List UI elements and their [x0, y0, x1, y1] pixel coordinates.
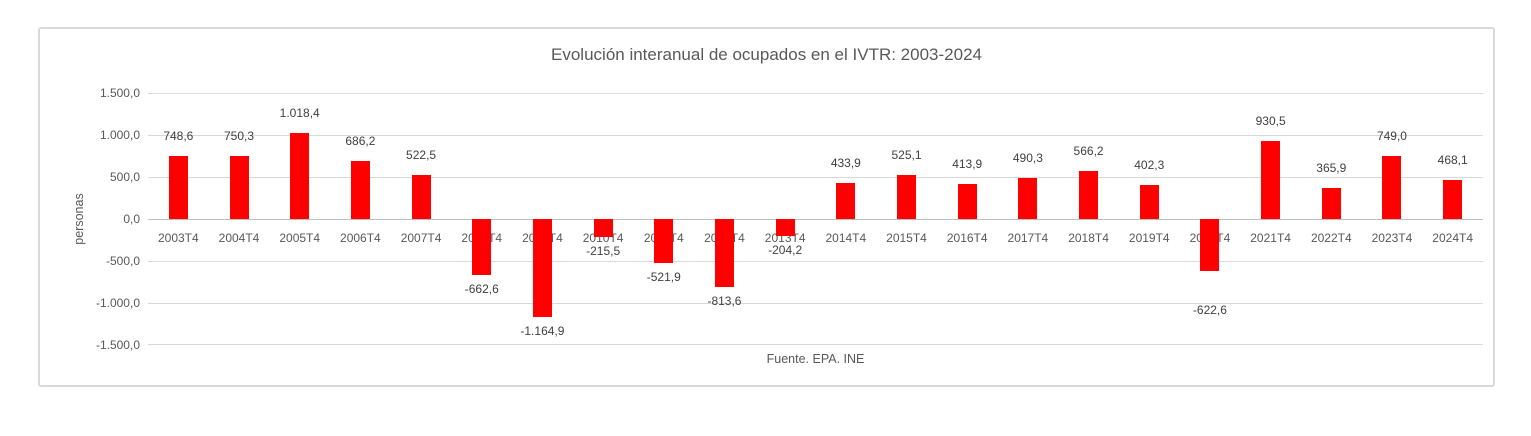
grid-line: [148, 303, 1483, 304]
x-category-label: 2014T4: [825, 231, 867, 245]
bar: [290, 133, 310, 219]
bar: [229, 155, 249, 219]
x-category-label: 2017T4: [1007, 231, 1049, 245]
x-category-label: 2006T4: [340, 231, 381, 245]
y-tick-label: -500,0: [105, 254, 140, 268]
plot-area: 2003T4 748,6 2004T4 750,3 2005T4 1.018,4 2006T…: [148, 93, 1483, 345]
bar: [1321, 188, 1341, 219]
bar-data-label: 413,9: [952, 157, 983, 172]
bar: [1139, 185, 1159, 219]
bar-data-label: -813,6: [707, 294, 742, 309]
y-tick-label: 0,0: [123, 212, 140, 226]
y-tick-label: -1.000,0: [95, 296, 140, 310]
grid-line: [148, 261, 1483, 262]
bar-data-label: 490,3: [1012, 150, 1043, 165]
grid-line: [148, 135, 1483, 136]
bar: [411, 175, 431, 219]
y-tick-label: 1.000,0: [99, 128, 140, 142]
bar-data-label: 748,6: [163, 129, 194, 144]
bar-data-label: 930,5: [1255, 113, 1286, 128]
bar-data-label: -521,9: [646, 269, 681, 284]
bar: [1443, 179, 1463, 219]
bar-data-label: 686,2: [345, 134, 376, 149]
zero-axis-line: [148, 219, 1483, 220]
x-category-label: 2013T4: [764, 231, 806, 245]
bar-data-label: -622,6: [1192, 303, 1227, 318]
x-category-label: 2016T4: [946, 231, 988, 245]
x-category-label: 2023T4: [1371, 231, 1413, 245]
x-category-label: 2015T4: [886, 231, 927, 245]
bar-data-label: 750,3: [224, 128, 255, 143]
bar: [714, 219, 734, 288]
bar: [897, 174, 917, 219]
bar-data-label: 749,0: [1376, 129, 1407, 144]
bar-data-label: -204,2: [768, 243, 803, 258]
bar-data-label: 525,1: [891, 147, 922, 162]
y-tick-label: 1.500,0: [99, 86, 140, 100]
source-note: Fuente. EPA. INE: [766, 352, 865, 366]
bar: [532, 219, 552, 317]
x-category-label: 2024T4: [1432, 231, 1473, 245]
bar-data-label: 468,1: [1437, 152, 1468, 167]
bar: [1261, 140, 1281, 219]
bar: [472, 219, 492, 275]
bar: [775, 219, 795, 237]
bar: [957, 184, 977, 219]
y-tick-label: 500,0: [109, 170, 140, 184]
x-category-label: 2018T4: [1068, 231, 1109, 245]
bar: [1200, 219, 1220, 272]
grid-line: [148, 344, 1483, 345]
bar: [1079, 171, 1099, 219]
bar-data-label: -215,5: [586, 244, 621, 259]
bar: [168, 156, 188, 219]
bar-data-label: 433,9: [830, 155, 861, 170]
bar-data-label: 1.018,4: [279, 106, 320, 121]
bar-data-label: 402,3: [1134, 158, 1165, 173]
bar: [1382, 156, 1402, 219]
bar: [593, 219, 613, 238]
bar-data-label: 566,2: [1073, 144, 1104, 159]
bar: [836, 182, 856, 219]
bar-data-label: -662,6: [464, 281, 499, 296]
x-category-label: 2004T4: [218, 231, 260, 245]
x-category-label: 2021T4: [1250, 231, 1291, 245]
y-tick-label: -1.500,0: [95, 338, 140, 352]
bar: [350, 161, 370, 219]
bar: [1018, 177, 1038, 219]
bar-data-label: 522,5: [406, 148, 437, 163]
x-category-label: 2003T4: [157, 231, 199, 245]
chart-frame: [38, 27, 1495, 387]
bar-data-label: -1.164,9: [520, 323, 565, 338]
grid-line: [148, 177, 1483, 178]
x-category-label: 2019T4: [1128, 231, 1170, 245]
x-category-label: 2005T4: [279, 231, 321, 245]
bar: [654, 219, 674, 263]
x-category-label: 2007T4: [400, 231, 442, 245]
x-category-label: 2022T4: [1310, 231, 1352, 245]
x-category-label: 2010T4: [582, 231, 624, 245]
bar-data-label: 365,9: [1316, 161, 1347, 176]
grid-line: [148, 93, 1483, 94]
chart-title: Evolución interanual de ocupados en el I…: [551, 45, 982, 64]
